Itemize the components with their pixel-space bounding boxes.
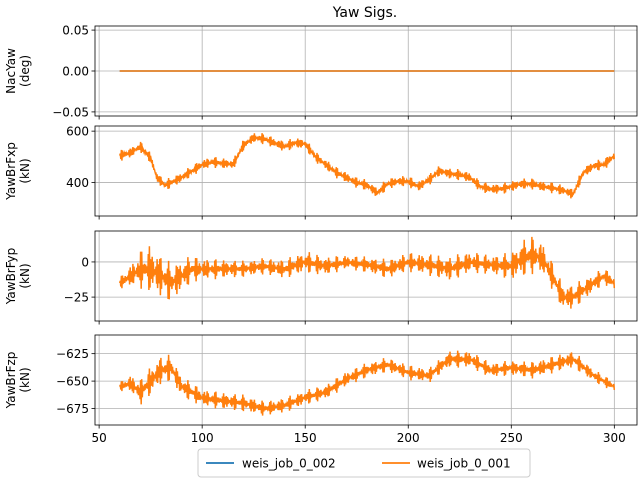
y-axis-label: YawBrFxp(kN) bbox=[4, 142, 32, 201]
y-axis-label: NacYaw(deg) bbox=[4, 48, 32, 94]
axes-frame bbox=[94, 125, 638, 217]
series-line-weis-job-0-001 bbox=[118, 350, 616, 416]
x-tick-label: 300 bbox=[603, 431, 626, 445]
legend-label-weis-job-0-002: weis_job_0_002 bbox=[242, 457, 336, 471]
y-tick-label: −675 bbox=[56, 402, 89, 416]
y-tick-label: 0 bbox=[81, 255, 89, 269]
y-tick-label: 400 bbox=[66, 176, 89, 190]
y-tick-label: 600 bbox=[66, 125, 89, 139]
y-tick-label: 0.00 bbox=[62, 65, 89, 79]
series-line-weis-job-0-001 bbox=[118, 133, 616, 199]
subplot-yawbrfyp: −25 0 YawBrFyp(kN) bbox=[4, 230, 638, 325]
y-tick-label: −25 bbox=[64, 291, 89, 305]
y-tick-label: −650 bbox=[56, 375, 89, 389]
series-line-weis-job-0-001 bbox=[118, 236, 616, 309]
subplot-nacyaw: −0.05 0.00 0.05 NacYaw(deg) bbox=[4, 24, 638, 120]
y-axis-label: YawBrFyp(kN) bbox=[4, 248, 32, 306]
axes-frame bbox=[94, 334, 638, 426]
legend: weis_job_0_002 weis_job_0_001 bbox=[197, 448, 531, 478]
y-tick-label: −0.05 bbox=[52, 105, 89, 119]
legend-label-weis-job-0-001: weis_job_0_001 bbox=[417, 457, 511, 471]
y-tick-label: 0.05 bbox=[62, 24, 89, 38]
x-tick-label: 250 bbox=[500, 431, 523, 445]
figure-title: Yaw Sigs. bbox=[332, 5, 398, 21]
axes-frame bbox=[94, 230, 638, 322]
y-axis-label: YawBrFzp(kN) bbox=[4, 352, 32, 410]
subplot-yawbrfzp: −675 −650 −625 50 100 150 200 250 300 YawBrFzp(kN… bbox=[4, 334, 638, 445]
x-tick-label: 50 bbox=[91, 431, 106, 445]
legend-frame bbox=[197, 448, 531, 478]
y-tick-label: −625 bbox=[56, 347, 89, 361]
x-tick-label: 200 bbox=[397, 431, 420, 445]
x-tick-label: 150 bbox=[294, 431, 317, 445]
x-tick-label: 100 bbox=[191, 431, 214, 445]
subplot-stack: −0.05 0.00 0.05 NacYaw(deg) 400 600 YawBrFxp(k… bbox=[4, 24, 638, 445]
subplot-yawbrfxp: 400 600 YawBrFxp(kN) bbox=[4, 125, 638, 220]
